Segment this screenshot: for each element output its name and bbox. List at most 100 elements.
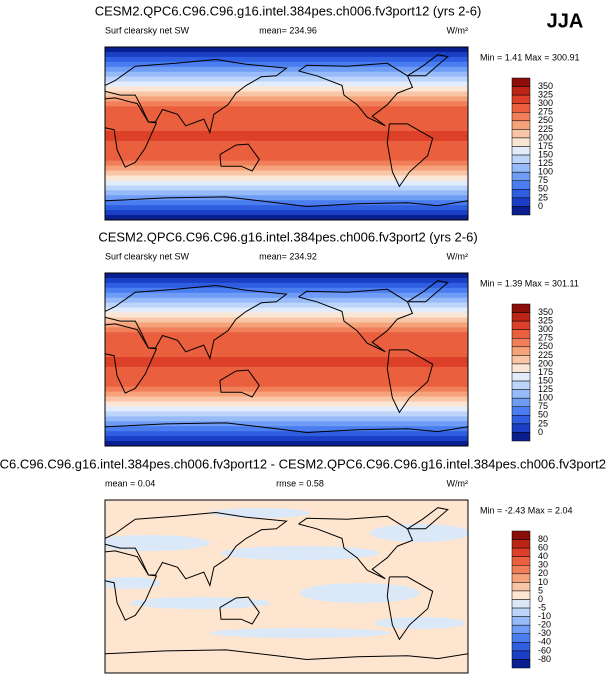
field-band (105, 292, 468, 299)
field-band (105, 101, 468, 107)
colorbar-box (511, 180, 531, 190)
field-band (105, 421, 468, 427)
colorbar-box (511, 303, 531, 313)
colorbar-box (511, 363, 531, 373)
field-band (105, 322, 468, 328)
colorbar-box (511, 189, 531, 199)
colorbar-label: 100 (538, 393, 553, 403)
colorbar-label: 50 (538, 184, 548, 194)
field-band (105, 135, 468, 142)
field-band (105, 116, 468, 122)
colorbar-box (511, 329, 531, 339)
coastline (407, 280, 449, 303)
colorbar-box (511, 565, 531, 575)
colorbar-box (511, 163, 531, 173)
field-band (105, 61, 468, 68)
colorbar-label: 175 (538, 367, 553, 377)
colorbar-box (511, 397, 531, 407)
colorbar-label: 200 (538, 358, 553, 368)
coastline (298, 515, 414, 580)
coastline (386, 576, 434, 641)
field-band (105, 307, 468, 314)
panel-units: W/m² (447, 25, 469, 35)
field-band (105, 381, 468, 388)
field-band (105, 71, 468, 78)
coastline (105, 550, 158, 621)
colorbar-label: 350 (538, 307, 553, 317)
field-band (105, 273, 468, 279)
colorbar-box (511, 197, 531, 207)
colorbar-box (511, 346, 531, 356)
colorbar-label: 40 (538, 551, 548, 561)
field-band (105, 282, 468, 289)
panel-left-label: Surf clearsky net SW (105, 25, 190, 35)
field-band (105, 91, 468, 98)
field-band (105, 170, 468, 177)
field-band (105, 210, 468, 216)
field-band (105, 411, 468, 417)
field-band (105, 66, 468, 73)
colorbar-box (511, 94, 531, 104)
colorbar-label: -5 (538, 602, 546, 612)
colorbar-label: 60 (538, 543, 548, 553)
field-band (105, 376, 468, 383)
colorbar-box (511, 530, 531, 540)
colorbar-label: 350 (538, 81, 553, 91)
colorbar-box (511, 355, 531, 365)
colorbar-box (511, 616, 531, 626)
map (105, 500, 468, 673)
field-band (105, 366, 468, 373)
panel-units: W/m² (447, 478, 469, 488)
field-band (105, 140, 468, 147)
field-band (105, 195, 468, 201)
colorbar-box (511, 86, 531, 96)
field-band (105, 406, 468, 412)
colorbar-box (511, 415, 531, 425)
colorbar-label: 10 (538, 577, 548, 587)
colorbar-label: -10 (538, 611, 551, 621)
colorbar-box (511, 171, 531, 181)
colorbar-label: 225 (538, 124, 553, 134)
field-blob (220, 546, 380, 560)
field-band (105, 352, 468, 358)
colorbar-label: 250 (538, 341, 553, 351)
map-frame (104, 272, 469, 447)
coastline (386, 123, 434, 188)
colorbar-box (511, 103, 531, 113)
colorbar-label: 20 (538, 568, 548, 578)
colorbar-box (511, 599, 531, 609)
field-band (105, 190, 468, 196)
field-band (105, 426, 468, 432)
coastline (105, 196, 468, 208)
panel-left-label: Surf clearsky net SW (105, 251, 190, 261)
coastline (105, 323, 158, 394)
coastline (219, 369, 260, 398)
colorbar-box (511, 607, 531, 617)
colorbar-box (511, 137, 531, 147)
colorbar-box (511, 312, 531, 322)
colorbar-box (511, 380, 531, 390)
field-blob (300, 583, 420, 603)
colorbar-label: -30 (538, 628, 551, 638)
colorbar-box (511, 573, 531, 583)
field-blob (130, 597, 270, 609)
field-band (105, 357, 468, 363)
field-band (105, 165, 468, 172)
field-band (105, 277, 468, 284)
field-band (105, 205, 468, 211)
field-band (105, 106, 468, 112)
field-band (105, 126, 468, 132)
field-band (105, 332, 468, 338)
colorbar-label: 300 (538, 324, 553, 334)
colorbar-box (511, 423, 531, 433)
colorbar-box (511, 320, 531, 330)
field-band (105, 431, 468, 437)
colorbar-box (511, 556, 531, 566)
field-band (105, 317, 468, 324)
colorbar-box (511, 129, 531, 139)
colorbar-label: 5 (538, 585, 543, 595)
colorbar-box (511, 633, 531, 643)
coastline (105, 97, 158, 168)
colorbar-label: -80 (538, 654, 551, 664)
field-band (105, 86, 468, 93)
